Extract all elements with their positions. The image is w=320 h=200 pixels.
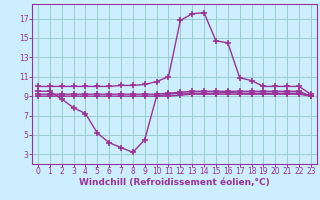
X-axis label: Windchill (Refroidissement éolien,°C): Windchill (Refroidissement éolien,°C) [79,178,270,187]
